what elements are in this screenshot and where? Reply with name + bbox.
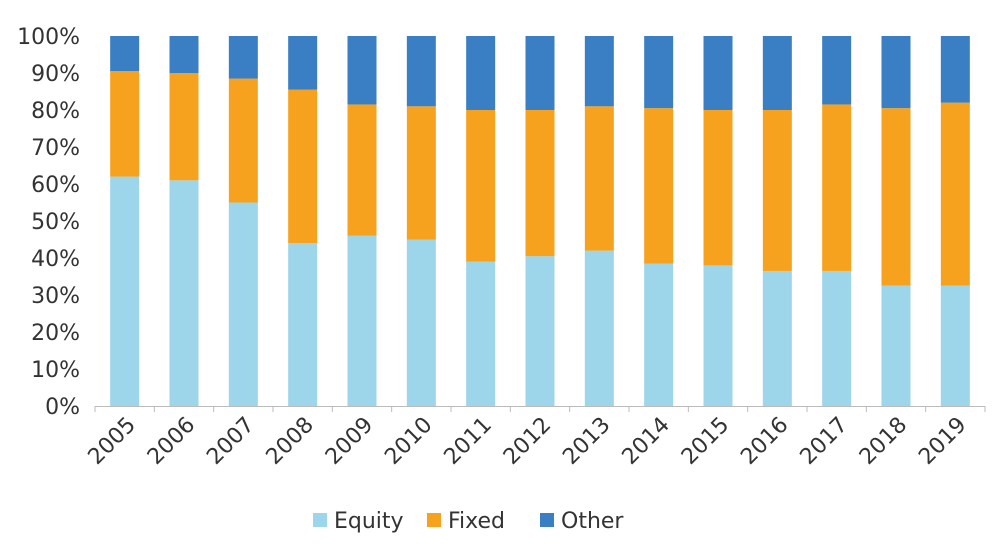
bar-fixed-2009 [347, 104, 377, 236]
y-tick-label: 60% [31, 173, 80, 198]
x-tick-label: 2006 [143, 413, 200, 470]
x-tick-label: 2011 [440, 413, 497, 470]
bar-equity-2016 [762, 270, 792, 406]
bar-fixed-2014 [644, 108, 674, 264]
bar-equity-2014 [644, 263, 674, 406]
x-tick-label: 2007 [202, 413, 259, 470]
legend-label-other: Other [561, 509, 624, 534]
bar-other-2005 [110, 36, 140, 72]
x-tick-label: 2009 [321, 413, 378, 470]
bar-equity-2018 [881, 285, 911, 406]
bar-equity-2011 [466, 261, 496, 406]
y-tick-label: 90% [31, 62, 80, 87]
bar-equity-2009 [347, 235, 377, 406]
y-tick-label: 80% [31, 99, 80, 124]
bar-fixed-2005 [110, 71, 140, 177]
bar-fixed-2006 [169, 73, 199, 181]
bar-other-2018 [881, 36, 911, 109]
bar-fixed-2013 [584, 106, 614, 251]
bar-other-2012 [525, 36, 555, 110]
bar-fixed-2018 [881, 108, 911, 286]
bar-fixed-2015 [703, 110, 733, 266]
x-tick-label: 2012 [499, 413, 556, 470]
bar-other-2011 [466, 36, 496, 110]
bar-other-2016 [762, 36, 792, 110]
x-tick-label: 2013 [558, 413, 615, 470]
y-tick-label: 10% [31, 358, 80, 383]
bar-other-2014 [644, 36, 674, 109]
bar-other-2017 [822, 36, 852, 105]
bar-fixed-2019 [940, 102, 970, 286]
x-tick-label: 2015 [677, 413, 734, 470]
bar-other-2007 [228, 36, 258, 79]
bar-equity-2019 [940, 285, 970, 406]
bar-other-2015 [703, 36, 733, 110]
bar-equity-2015 [703, 265, 733, 406]
legend-swatch-other [540, 513, 554, 527]
bar-other-2006 [169, 36, 199, 73]
bar-fixed-2012 [525, 110, 555, 257]
y-tick-label: 100% [17, 25, 80, 50]
bar-other-2010 [406, 36, 436, 107]
legend-label-fixed: Fixed [448, 509, 505, 534]
y-tick-label: 40% [31, 247, 80, 272]
x-tick-label: 2016 [736, 413, 793, 470]
bar-equity-2017 [822, 270, 852, 406]
y-tick-label: 0% [45, 395, 80, 420]
x-tick-label: 2014 [618, 413, 675, 470]
bar-other-2009 [347, 36, 377, 105]
x-tick-label: 2005 [84, 413, 141, 470]
y-tick-label: 20% [31, 321, 80, 346]
legend-swatch-fixed [427, 513, 441, 527]
bar-other-2013 [584, 36, 614, 107]
x-tick-label: 2018 [855, 413, 912, 470]
bar-equity-2005 [110, 176, 140, 406]
y-tick-label: 50% [31, 210, 80, 235]
legend-swatch-equity [313, 513, 327, 527]
x-tick-label: 2010 [380, 413, 437, 470]
bar-equity-2008 [288, 243, 318, 406]
bar-fixed-2010 [406, 106, 436, 240]
bar-equity-2012 [525, 256, 555, 406]
bar-other-2008 [288, 36, 318, 90]
bar-fixed-2011 [466, 110, 496, 262]
bar-equity-2006 [169, 180, 199, 406]
y-tick-label: 30% [31, 284, 80, 309]
bar-other-2019 [940, 36, 970, 103]
bar-fixed-2007 [228, 78, 258, 203]
bar-fixed-2008 [288, 89, 318, 244]
bar-fixed-2017 [822, 104, 852, 271]
bar-equity-2007 [228, 202, 258, 406]
x-tick-label: 2017 [796, 413, 853, 470]
legend-label-equity: Equity [334, 509, 404, 534]
x-tick-label: 2008 [262, 413, 319, 470]
bar-equity-2013 [584, 250, 614, 406]
y-tick-label: 70% [31, 136, 80, 161]
x-tick-label: 2019 [914, 413, 971, 470]
bar-equity-2010 [406, 239, 436, 406]
bar-fixed-2016 [762, 110, 792, 271]
